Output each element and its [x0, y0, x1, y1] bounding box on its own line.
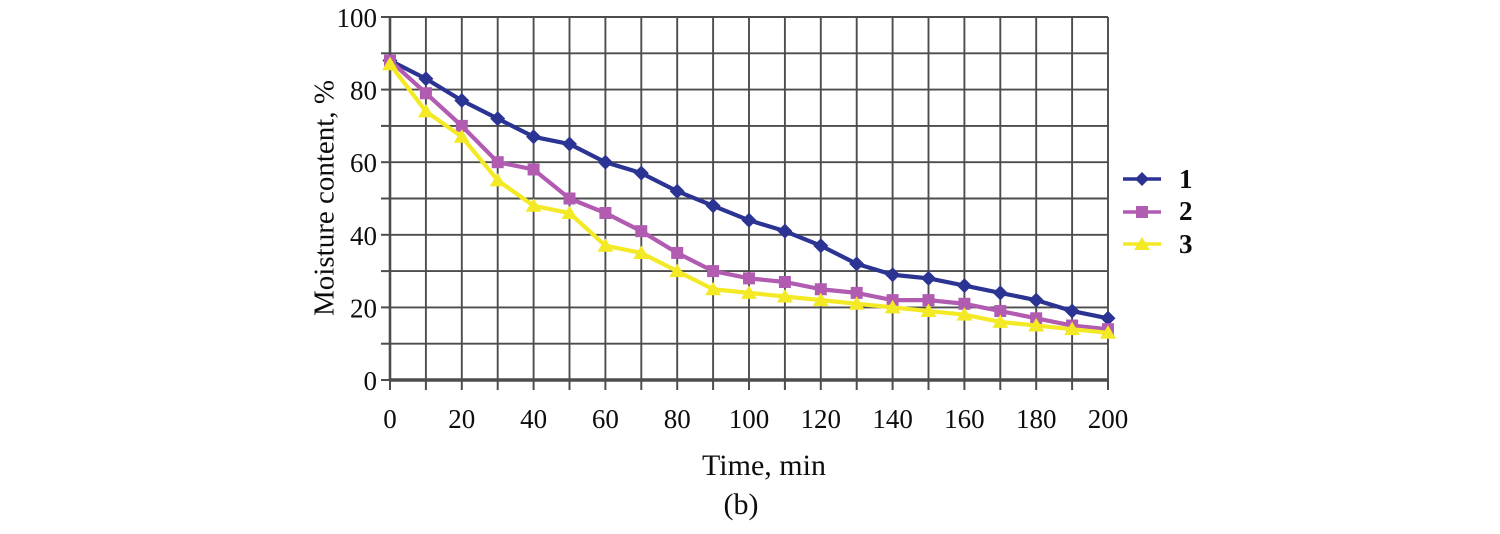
- data-point-square: [707, 265, 720, 278]
- x-tick-label: 140: [872, 404, 913, 434]
- data-point-triangle: [597, 238, 614, 252]
- x-tick-label: 120: [801, 404, 842, 434]
- data-point-diamond: [1100, 310, 1116, 326]
- y-tick-label: 100: [337, 3, 378, 33]
- x-tick-labels: 0 20 40 60 80 100 120 140 160 180 200: [383, 404, 1128, 434]
- data-point-triangle: [705, 281, 722, 296]
- data-point-diamond: [454, 92, 470, 108]
- data-point-square: [743, 272, 755, 285]
- y-axis-title: Moisture content, %: [308, 80, 341, 316]
- data-point-diamond: [1064, 303, 1080, 319]
- data-point-diamond: [885, 267, 901, 283]
- data-point-square: [922, 294, 935, 307]
- data-point-square: [778, 275, 791, 288]
- data-point-square: [635, 225, 648, 238]
- data-point-diamond: [633, 165, 649, 181]
- data-point-square: [563, 192, 576, 205]
- legend-marker-triangle-icon: [1123, 237, 1161, 251]
- data-point-diamond: [777, 223, 793, 239]
- y-tick-labels: 0 20 40 60 80 100: [337, 3, 378, 396]
- axis-spines: [388, 16, 1109, 382]
- legend-square-icon: [1136, 205, 1148, 218]
- data-point-triangle: [382, 56, 398, 71]
- series-1: [382, 53, 1116, 326]
- data-point-triangle: [776, 289, 793, 303]
- data-point-diamond: [921, 270, 936, 286]
- data-point-triangle: [417, 103, 434, 118]
- y-tick-label: 0: [364, 366, 378, 396]
- data-point-diamond: [1028, 292, 1044, 308]
- data-point-triangle: [453, 129, 470, 143]
- legend-item-3: 3: [1122, 228, 1193, 261]
- data-point-triangle: [992, 314, 1009, 328]
- x-axis-title: Time, min: [702, 449, 826, 482]
- data-point-square: [527, 163, 540, 176]
- data-point-triangle: [561, 205, 578, 220]
- data-point-square: [671, 246, 684, 259]
- data-point-triangle: [956, 307, 973, 321]
- x-tick-label: 60: [592, 404, 619, 434]
- data-point-diamond: [705, 198, 721, 214]
- x-tick-label: 180: [1016, 404, 1057, 434]
- legend-label-3: 3: [1179, 228, 1193, 259]
- x-tick-label: 160: [944, 404, 985, 434]
- x-tick-label: 0: [383, 404, 397, 434]
- data-point-triangle: [920, 303, 937, 318]
- axis-ticks: [381, 16, 1109, 390]
- y-tick-label: 20: [350, 293, 377, 323]
- data-point-diamond: [597, 154, 613, 170]
- data-point-diamond: [849, 256, 865, 272]
- legend-item-2: 2: [1122, 196, 1193, 229]
- data-point-diamond: [562, 136, 577, 152]
- data-point-triangle: [1100, 325, 1116, 339]
- data-point-diamond: [418, 71, 434, 87]
- data-point-triangle: [884, 299, 901, 314]
- legend-label-2: 2: [1179, 196, 1193, 227]
- data-point-triangle: [489, 172, 506, 187]
- data-point-diamond: [992, 285, 1008, 301]
- data-point-diamond: [669, 183, 685, 199]
- data-point-triangle: [1064, 321, 1081, 336]
- data-point-triangle: [741, 285, 757, 299]
- legend-marker-square-icon: [1123, 205, 1161, 218]
- x-tick-label: 80: [664, 404, 691, 434]
- y-tick-label: 40: [350, 221, 377, 251]
- data-point-diamond: [813, 238, 829, 254]
- series-3: [382, 56, 1116, 339]
- data-point-triangle: [812, 292, 829, 307]
- data-point-square: [994, 305, 1007, 318]
- data-point-square: [455, 119, 468, 132]
- y-tick-label: 60: [350, 148, 377, 178]
- data-point-triangle: [848, 296, 865, 310]
- x-tick-label: 20: [448, 404, 475, 434]
- legend-diamond-icon: [1135, 172, 1149, 187]
- data-point-square: [814, 283, 827, 296]
- x-tick-label: 40: [520, 404, 547, 434]
- legend-triangle-icon: [1134, 237, 1150, 251]
- data-point-diamond: [526, 129, 542, 145]
- data-point-square: [491, 156, 504, 169]
- legend-item-1: 1: [1122, 163, 1193, 196]
- data-point-triangle: [633, 245, 650, 259]
- figure-caption: (b): [723, 488, 759, 521]
- legend-marker-diamond-icon: [1123, 172, 1161, 187]
- data-point-square: [599, 207, 612, 220]
- data-point-diamond: [490, 111, 506, 127]
- y-tick-label: 80: [350, 76, 377, 106]
- data-point-diamond: [956, 278, 972, 294]
- data-point-triangle: [525, 198, 542, 212]
- legend-label-1: 1: [1179, 163, 1193, 194]
- x-tick-label: 200: [1088, 404, 1129, 434]
- data-point-square: [958, 297, 971, 310]
- data-point-triangle: [669, 263, 686, 278]
- data-point-triangle: [1028, 318, 1045, 332]
- data-point-diamond: [741, 212, 757, 228]
- data-point-square: [419, 87, 432, 100]
- data-point-square: [850, 286, 863, 299]
- x-tick-label: 100: [729, 404, 770, 434]
